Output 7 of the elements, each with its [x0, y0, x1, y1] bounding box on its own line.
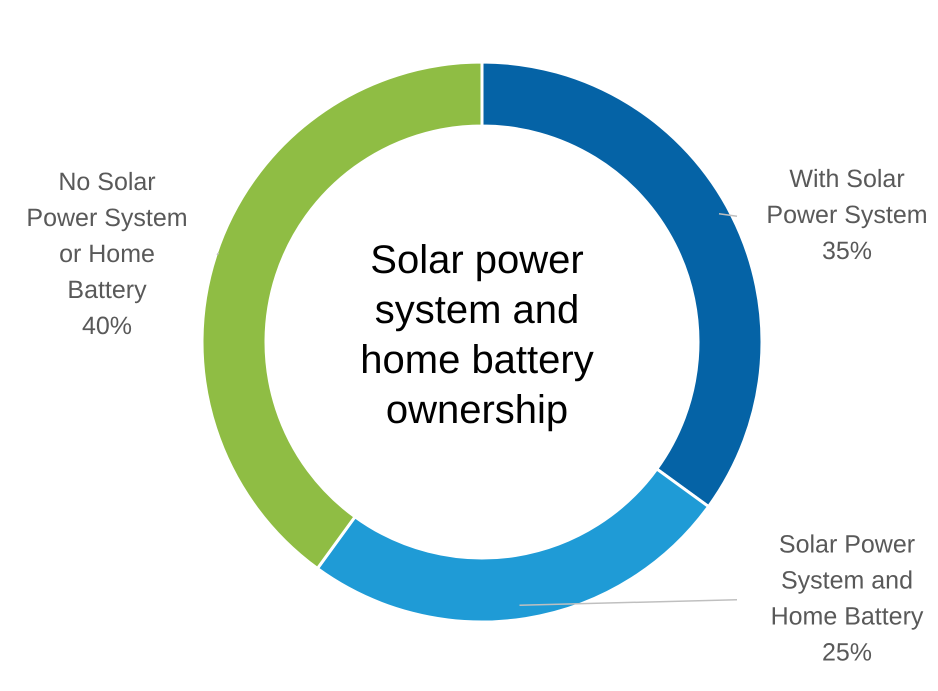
slice-label: With Solar Power System [766, 164, 928, 229]
data-label: 35% [822, 236, 872, 265]
data-label: 40% [82, 311, 132, 340]
data-label: 25% [822, 638, 872, 666]
text: Solar power system and home battery ownership [360, 238, 594, 432]
slice-label: Solar Power System and Home Battery [770, 530, 924, 630]
slice-label: No Solar Power System or Home Battery [26, 167, 188, 304]
